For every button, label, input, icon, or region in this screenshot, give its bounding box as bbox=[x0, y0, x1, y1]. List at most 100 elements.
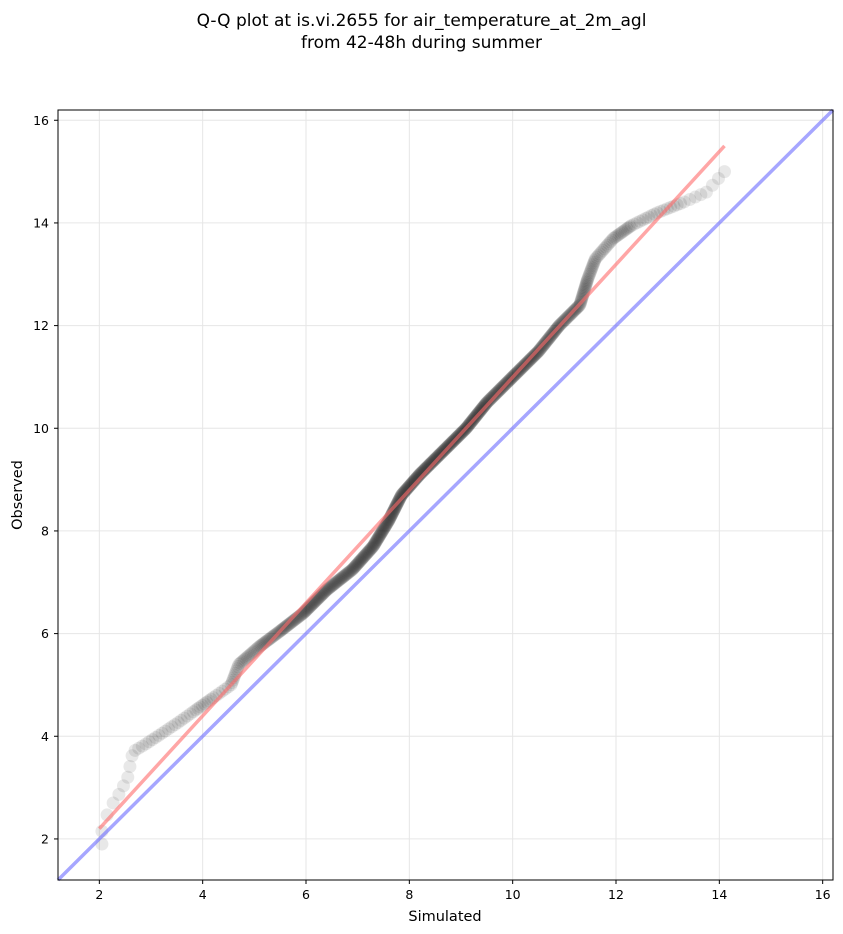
data-point bbox=[403, 479, 417, 493]
data-point bbox=[168, 718, 182, 732]
data-point bbox=[609, 229, 623, 243]
data-point bbox=[688, 190, 702, 204]
x-tick-label: 8 bbox=[405, 887, 413, 902]
data-point bbox=[121, 770, 135, 784]
data-point bbox=[142, 735, 156, 749]
data-point bbox=[418, 462, 432, 476]
data-point bbox=[180, 709, 194, 723]
data-point bbox=[215, 684, 229, 698]
data-point bbox=[401, 480, 415, 494]
data-point bbox=[636, 213, 650, 227]
data-point bbox=[591, 249, 605, 263]
data-point bbox=[367, 538, 381, 552]
x-tick-label: 2 bbox=[95, 887, 103, 902]
data-point bbox=[331, 574, 345, 588]
y-tick-label: 2 bbox=[41, 831, 49, 846]
data-point bbox=[377, 521, 391, 535]
data-point bbox=[400, 482, 414, 496]
data-point bbox=[586, 259, 600, 273]
data-point bbox=[351, 557, 365, 571]
data-point bbox=[360, 546, 374, 560]
data-point bbox=[333, 573, 347, 587]
data-point bbox=[348, 560, 362, 574]
x-tick-label: 4 bbox=[199, 887, 207, 902]
data-point bbox=[233, 656, 247, 670]
identity-line bbox=[56, 108, 835, 882]
data-point bbox=[580, 275, 594, 289]
data-point bbox=[581, 271, 595, 285]
data-point bbox=[372, 530, 386, 544]
y-tick-label: 4 bbox=[41, 729, 49, 744]
data-point bbox=[239, 651, 253, 665]
data-point bbox=[620, 222, 634, 236]
data-point bbox=[379, 518, 393, 532]
data-point bbox=[416, 465, 430, 479]
data-point bbox=[132, 741, 146, 755]
chart-title-line-2: from 42-48h during summer bbox=[301, 33, 542, 53]
data-point bbox=[344, 564, 358, 578]
reference-lines bbox=[56, 108, 835, 882]
data-point bbox=[600, 238, 614, 252]
data-point bbox=[718, 165, 731, 179]
data-point bbox=[373, 529, 387, 543]
data-point bbox=[602, 237, 616, 251]
data-point bbox=[427, 453, 441, 467]
data-point bbox=[145, 733, 159, 747]
data-point bbox=[177, 711, 191, 725]
data-point bbox=[639, 211, 653, 225]
data-point bbox=[375, 524, 389, 538]
data-point bbox=[614, 226, 628, 240]
axis-ticks: 2 4 6 8 10 12 14 16 2 4 6 8 10 12 14 16 bbox=[33, 113, 831, 902]
data-point bbox=[677, 195, 691, 209]
data-point bbox=[332, 573, 346, 587]
data-point bbox=[189, 703, 203, 717]
data-point bbox=[594, 245, 608, 259]
data-point bbox=[378, 520, 392, 534]
data-point bbox=[319, 584, 333, 598]
data-point bbox=[283, 616, 297, 630]
data-point bbox=[596, 243, 610, 257]
data-point bbox=[376, 524, 390, 538]
data-point bbox=[326, 578, 340, 592]
x-tick-label: 10 bbox=[505, 887, 521, 902]
data-point bbox=[235, 655, 249, 669]
data-point bbox=[183, 707, 197, 721]
y-tick-label: 14 bbox=[33, 215, 49, 230]
data-point bbox=[705, 178, 719, 192]
data-point bbox=[174, 713, 188, 727]
data-point bbox=[338, 568, 352, 582]
data-point bbox=[416, 464, 430, 478]
data-point bbox=[645, 209, 659, 223]
fit-line bbox=[98, 144, 726, 830]
data-point bbox=[346, 562, 360, 576]
data-point bbox=[327, 577, 341, 591]
data-point bbox=[603, 235, 617, 249]
data-point bbox=[357, 550, 371, 564]
data-point bbox=[231, 659, 245, 673]
data-point bbox=[149, 730, 163, 744]
data-point bbox=[406, 475, 420, 489]
data-point bbox=[263, 632, 277, 646]
data-point bbox=[339, 568, 353, 582]
x-tick-label: 14 bbox=[711, 887, 727, 902]
data-point bbox=[353, 555, 367, 569]
data-point bbox=[359, 547, 373, 561]
data-point bbox=[370, 532, 384, 546]
data-point bbox=[423, 457, 437, 471]
data-point bbox=[112, 787, 126, 801]
data-point bbox=[583, 266, 597, 280]
data-point bbox=[394, 488, 408, 502]
data-point bbox=[320, 583, 334, 597]
data-point bbox=[404, 477, 418, 491]
data-point bbox=[683, 192, 697, 206]
data-point bbox=[328, 577, 342, 591]
data-point bbox=[406, 475, 420, 489]
data-point bbox=[191, 701, 205, 715]
data-point bbox=[373, 528, 387, 542]
data-point bbox=[415, 465, 429, 479]
data-point bbox=[355, 551, 369, 565]
data-point bbox=[374, 527, 388, 541]
data-point bbox=[627, 217, 641, 231]
data-point bbox=[365, 541, 379, 555]
data-point bbox=[422, 458, 436, 472]
